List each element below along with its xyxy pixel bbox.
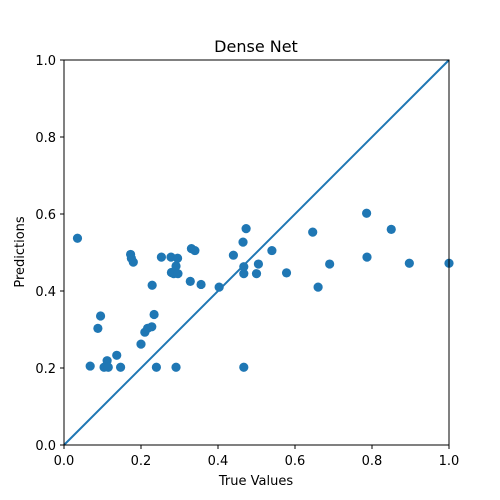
data-point xyxy=(128,257,138,267)
y-tick-label: 0.2 xyxy=(35,362,56,377)
data-point xyxy=(239,269,249,279)
y-axis-label: Predictions xyxy=(13,216,28,288)
data-point xyxy=(95,311,106,321)
data-point xyxy=(238,237,248,247)
data-point xyxy=(313,282,323,292)
data-point xyxy=(214,282,224,292)
chart-title: Dense Net xyxy=(214,37,298,56)
data-point xyxy=(156,252,167,262)
data-point xyxy=(308,227,318,237)
data-point xyxy=(362,252,372,262)
data-point xyxy=(253,259,264,269)
data-point xyxy=(251,269,262,279)
data-point xyxy=(147,280,157,290)
data-point xyxy=(404,258,414,268)
data-point xyxy=(190,245,200,256)
points-layer xyxy=(72,208,454,372)
data-point xyxy=(147,322,157,332)
data-point xyxy=(281,268,292,278)
data-point xyxy=(239,362,249,372)
plot-area xyxy=(63,59,454,446)
data-point xyxy=(149,309,159,320)
data-point xyxy=(151,362,161,372)
data-point xyxy=(325,259,335,269)
data-point xyxy=(228,250,238,260)
data-point xyxy=(185,276,195,286)
data-point xyxy=(196,279,206,290)
data-point xyxy=(103,362,113,372)
data-point xyxy=(386,224,396,234)
data-point xyxy=(172,253,183,263)
x-axis: 0.0 0.2 0.4 0.6 0.8 1.0 xyxy=(54,445,460,469)
data-point xyxy=(72,233,83,243)
data-point xyxy=(136,339,146,349)
data-point xyxy=(173,269,183,279)
data-point xyxy=(112,350,122,360)
y-axis: 0.0 0.2 0.4 0.6 0.8 1.0 xyxy=(35,54,64,454)
x-tick-label: 0.0 xyxy=(54,454,75,469)
data-point xyxy=(171,362,181,372)
y-tick-label: 0.0 xyxy=(35,439,56,454)
data-point xyxy=(239,262,249,272)
data-point xyxy=(241,224,251,234)
x-tick-label: 0.4 xyxy=(208,454,229,469)
x-tick-label: 0.2 xyxy=(131,454,152,469)
data-point xyxy=(171,261,181,271)
x-tick-label: 1.0 xyxy=(439,454,460,469)
y-tick-label: 0.6 xyxy=(35,208,56,223)
data-point xyxy=(93,323,103,333)
reference-line xyxy=(63,59,450,446)
x-axis-label: True Values xyxy=(218,474,293,489)
data-point xyxy=(362,208,372,218)
y-tick-label: 1.0 xyxy=(35,54,56,69)
x-tick-label: 0.6 xyxy=(285,454,306,469)
data-point xyxy=(85,361,95,371)
x-tick-label: 0.8 xyxy=(362,454,383,469)
data-point xyxy=(115,362,126,372)
y-tick-label: 0.8 xyxy=(35,131,56,146)
axes-frame xyxy=(63,59,450,446)
y-tick-label: 0.4 xyxy=(35,285,56,300)
data-point xyxy=(267,245,277,256)
